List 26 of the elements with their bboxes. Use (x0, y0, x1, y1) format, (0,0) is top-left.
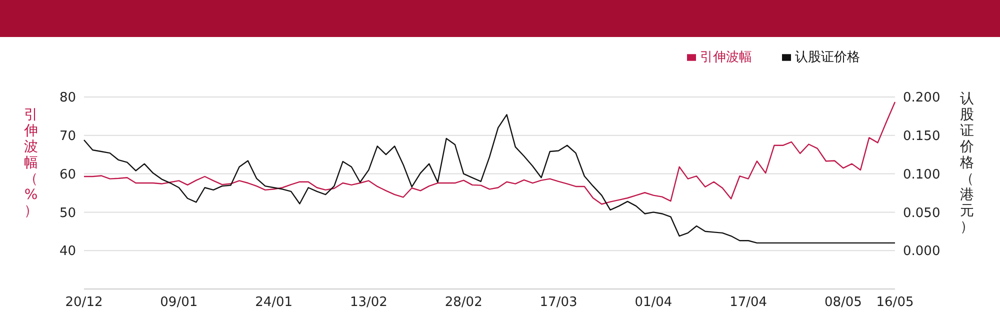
y-tick-label: 70 (59, 129, 76, 144)
y2-tick-label: 0.000 (903, 244, 940, 260)
y-tick-label: 50 (59, 206, 76, 221)
x-tick-label: 09/01 (160, 295, 198, 310)
x-tick-label: 28/02 (444, 295, 482, 310)
legend-label: 引伸波幅 (700, 50, 752, 65)
y-tick-label: 40 (59, 244, 76, 260)
x-tick-label: 16/05 (876, 295, 914, 310)
y2-tick-label: 0.050 (903, 206, 940, 221)
y-axis-title: 引伸波幅（%） (23, 107, 39, 219)
x-tick-label: 17/04 (730, 295, 768, 310)
x-tick-label: 24/01 (255, 295, 293, 310)
x-tick-label: 13/02 (350, 295, 388, 310)
x-tick-label: 17/03 (540, 295, 578, 310)
y2-tick-label: 0.150 (903, 129, 940, 144)
x-tick-label: 20/12 (65, 295, 103, 310)
line-series (83, 114, 896, 244)
legend-label: 认股证价格 (795, 50, 860, 65)
y-tick-label: 60 (59, 167, 76, 182)
y2-tick-label: 0.200 (903, 90, 940, 106)
text: 认股证价格（港元） (960, 91, 974, 235)
x-tick-label: 01/04 (634, 295, 672, 310)
y2-tick-label: 0.100 (903, 167, 940, 182)
x-tick-label: 08/05 (824, 295, 862, 310)
line-series (83, 101, 896, 205)
y-tick-label: 80 (59, 90, 76, 106)
